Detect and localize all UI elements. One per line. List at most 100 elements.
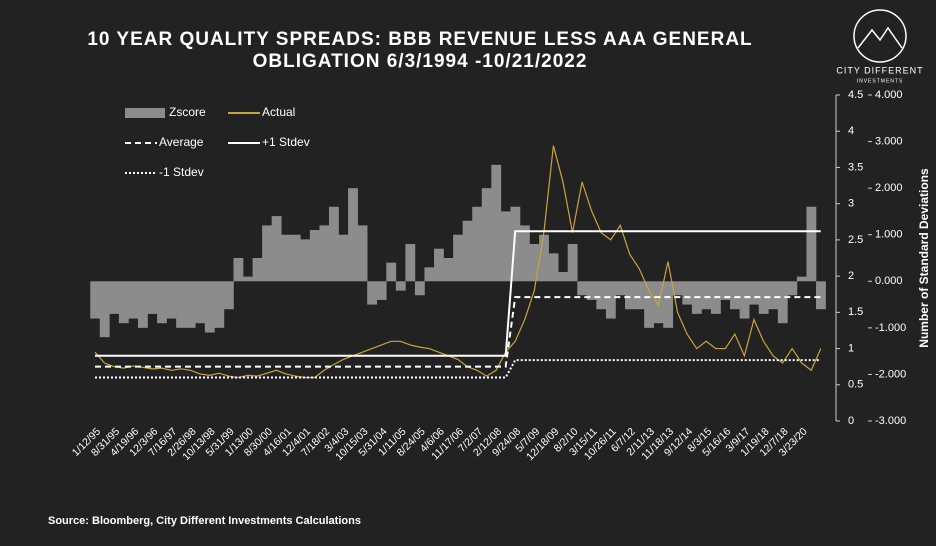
zscore-bar <box>405 244 416 282</box>
zscore-bar <box>806 206 817 282</box>
zscore-bar <box>749 281 760 305</box>
zscore-bar <box>262 225 272 282</box>
y-tick-label: 2 <box>848 270 854 282</box>
legend-label: +1 Stdev <box>262 135 310 149</box>
zscore-bar <box>166 281 177 319</box>
zscore-bar <box>605 281 616 319</box>
zscore-bar <box>558 271 569 282</box>
zscore-bar <box>137 281 148 328</box>
chart-title: 10 YEAR QUALITY SPREADS: BBB REVENUE LES… <box>87 29 752 50</box>
zscore-bar <box>434 248 444 282</box>
series-line <box>95 359 821 379</box>
zscore-bar <box>453 234 463 282</box>
zscore-bar <box>777 281 788 324</box>
zscore-bar <box>739 281 750 319</box>
zscore-bar <box>109 281 120 314</box>
zscore-bar <box>328 206 339 282</box>
zscore-bar <box>99 281 110 338</box>
zscore-bar <box>529 244 540 282</box>
zscore-bar <box>348 188 358 282</box>
source: Source: Bloomberg, City Different Invest… <box>48 515 361 527</box>
zscore-bar <box>214 281 225 328</box>
logo-circle <box>853 9 907 63</box>
y-tick-label: 4.5 <box>848 89 863 101</box>
zscore-bar <box>472 206 483 282</box>
zscore-bar <box>376 281 387 300</box>
logo-text: INVESTMENTS <box>857 78 904 84</box>
y2-tick-label: 1.000 <box>875 229 903 241</box>
y-tick-label: 1 <box>848 342 854 354</box>
zscore-bar <box>195 281 206 324</box>
y2-axis-title: Number of Standard Deviations <box>917 168 931 348</box>
zscore-bar <box>90 281 101 319</box>
zscore-bar <box>672 281 683 296</box>
legend-label: Actual <box>262 105 295 119</box>
zscore-bar <box>309 230 320 282</box>
logo: CITY DIFFERENT INVESTMENTS <box>836 9 923 84</box>
zscore-bar <box>157 281 167 324</box>
zscore-bar <box>586 281 597 300</box>
zscore-bar <box>510 206 521 282</box>
zscore-bar <box>816 281 826 310</box>
y-tick-label: 1.5 <box>848 306 863 318</box>
y2-tick-label: 4.000 <box>875 89 903 101</box>
zscore-bar <box>615 281 626 296</box>
zscore-bar <box>300 239 311 282</box>
zscore-bar <box>319 225 330 282</box>
series-line <box>95 230 821 357</box>
zscore-bar <box>500 211 511 282</box>
zscore-bar <box>223 281 234 310</box>
zscore-bar <box>519 225 530 282</box>
zscore-bar <box>147 281 158 314</box>
zscore-bar <box>176 281 187 328</box>
y-tick-label: 3.5 <box>848 161 863 173</box>
zscore-bar <box>701 281 712 310</box>
y-tick-label: 4 <box>848 125 854 137</box>
zscore-bar <box>481 188 492 282</box>
zscore-bar <box>577 281 588 296</box>
zscore-bar <box>682 281 693 305</box>
zscore-bar <box>357 225 368 282</box>
zscore-bar <box>367 281 378 305</box>
zscore-bar <box>386 262 397 282</box>
zscore-bar <box>491 164 502 282</box>
zscore-bar <box>567 244 578 282</box>
legend-label: -1 Stdev <box>159 165 204 179</box>
y-tick-label: 2.5 <box>848 234 863 246</box>
legend-swatch <box>125 108 165 118</box>
zscore-bar <box>204 281 215 333</box>
zscore-bar <box>768 281 779 310</box>
zscore-bar <box>634 281 645 310</box>
zscore-bar <box>462 220 473 282</box>
y2-tick-label: 0.000 <box>875 275 903 287</box>
zscore-bar <box>758 281 769 314</box>
legend-label: Average <box>159 135 204 149</box>
zscore-bar <box>443 258 454 282</box>
zscore-bar <box>271 216 282 282</box>
zscore-bar <box>233 258 244 282</box>
series-line <box>95 296 821 368</box>
zscore-bar <box>118 281 129 324</box>
zscore-bar <box>548 253 559 282</box>
zscore-bar <box>281 234 292 282</box>
zscore-bar <box>243 276 253 282</box>
series-line <box>94 145 822 379</box>
zscore-bar <box>596 281 607 310</box>
zscore-bar <box>787 281 798 296</box>
zscore-bar <box>796 276 807 282</box>
zscore-bar <box>720 281 731 300</box>
zscore-bar <box>414 281 425 296</box>
y2-tick-label: -2.000 <box>875 368 906 380</box>
zscore-bar <box>290 234 301 282</box>
zscore-bar <box>730 281 740 310</box>
zscore-bar <box>424 267 435 282</box>
y2-tick-label: 2.000 <box>875 182 903 194</box>
chart-title: OBLIGATION 6/3/1994 -10/21/2022 <box>253 51 588 72</box>
zscore-bar <box>644 281 654 328</box>
y2-tick-label: -1.000 <box>875 322 906 334</box>
y2-tick-label: 3.000 <box>875 135 903 147</box>
zscore-bar <box>252 258 263 282</box>
y-tick-label: 0.5 <box>848 379 863 391</box>
legend-label: Zscore <box>169 105 206 119</box>
zscore-bar <box>185 281 196 328</box>
